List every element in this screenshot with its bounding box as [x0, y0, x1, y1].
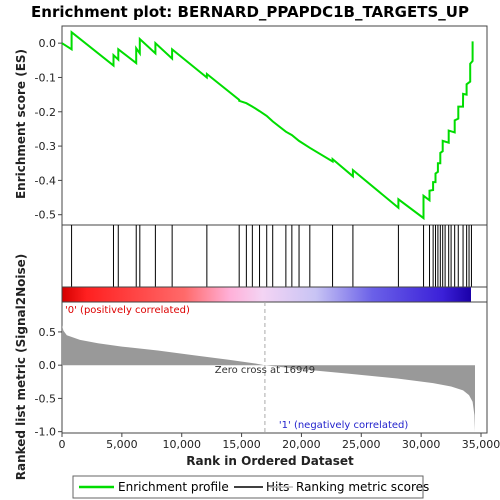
legend-label-metric: Ranking metric scores: [296, 480, 429, 494]
es-y-tick-label: -0.1: [35, 71, 56, 84]
x-tick-label: 20,000: [282, 438, 321, 451]
es-y-axis: 0.0 -0.1 -0.2 -0.3 -0.4 -0.5: [35, 37, 62, 222]
es-panel: 0.0 -0.1 -0.2 -0.3 -0.4 -0.5 Enrichment score…: [14, 25, 488, 226]
metric-axis-label: Ranked list metric (Signal2Noise): [14, 254, 28, 481]
ranking-metric-area: [62, 325, 475, 432]
positive-correlated-label: '0' (positively correlated): [65, 305, 190, 316]
x-tick-label: 0: [59, 438, 66, 451]
x-tick-label: 10,000: [162, 438, 201, 451]
es-frame: [61, 25, 488, 226]
es-y-tick-label: -0.3: [35, 140, 56, 153]
x-axis-label: Rank in Ordered Dataset: [186, 454, 354, 468]
metric-y-axis: 0.5 0.0 -0.5 -1.0: [35, 326, 62, 439]
legend: Enrichment profile Hits Ranking metric s…: [72, 475, 429, 499]
x-tick-label: 35,000: [462, 438, 500, 451]
metric-y-tick-label: -1.0: [35, 426, 56, 439]
es-y-tick-label: -0.2: [35, 106, 56, 119]
es-y-tick-label: 0.0: [39, 37, 57, 50]
x-tick-label: 30,000: [402, 438, 441, 451]
hits-panel: [61, 224, 488, 288]
metric-panel: 0.5 0.0 -0.5 -1.0 '0' (positively correlate…: [14, 254, 488, 481]
hit-markers: [71, 225, 472, 287]
legend-label-es: Enrichment profile: [118, 480, 229, 494]
negative-correlated-label: '1' (negatively correlated): [279, 420, 408, 431]
es-axis-label: Enrichment score (ES): [14, 49, 28, 199]
metric-y-tick-label: 0.5: [39, 326, 57, 339]
x-tick-label: 15,000: [222, 438, 261, 451]
es-y-tick-label: -0.4: [35, 174, 56, 187]
enrichment-profile-line: [61, 30, 474, 221]
x-tick-label: 5,000: [106, 438, 138, 451]
chart-title: Enrichment plot: BERNARD_PPAPDC1B_TARGET…: [31, 3, 469, 21]
color-gradient: [62, 287, 471, 302]
rank-color-bar: [61, 286, 488, 303]
zero-cross-label: Zero cross at 16949: [215, 365, 315, 376]
x-axis: 0 5,000 10,000 15,000 20,000 25,000 30,000 35,0…: [59, 433, 500, 451]
metric-y-tick-label: 0.0: [39, 359, 57, 372]
metric-y-tick-label: -0.5: [35, 392, 56, 405]
hits-frame: [61, 224, 488, 288]
x-tick-label: 25,000: [342, 438, 381, 451]
es-y-tick-label: -0.5: [35, 209, 56, 222]
